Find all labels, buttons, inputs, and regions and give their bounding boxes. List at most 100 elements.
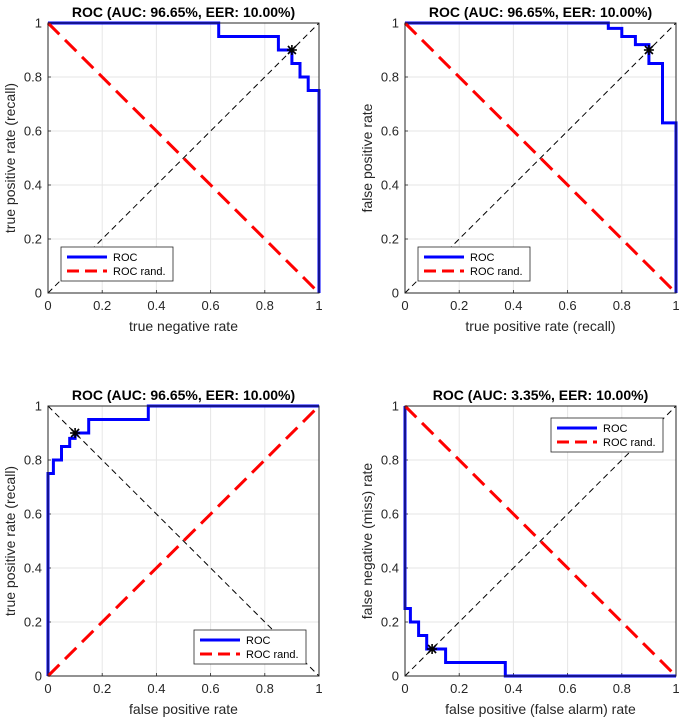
x-tick-label: 1	[672, 298, 679, 313]
y-tick-label: 0.2	[24, 615, 42, 630]
y-tick-label: 0.6	[381, 124, 399, 139]
legend-label: ROC rand.	[470, 266, 523, 278]
x-tick-label: 0.6	[559, 681, 577, 696]
chart-panel-4: 0 0.2 0.4 0.6 0.8 1 0 0.2 0.4 0.6 0.8 1 ROC (AUC: 3.…	[359, 387, 680, 717]
x-tick-label: 0.6	[202, 298, 220, 313]
x-tick-label: 1	[315, 298, 322, 313]
x-axis-label: false positive rate	[129, 701, 238, 717]
y-tick-label: 0	[392, 286, 399, 301]
x-tick-label: 0.8	[256, 681, 274, 696]
y-tick-label: 0.2	[381, 232, 399, 247]
x-tick-label: 0.2	[450, 681, 468, 696]
chart-panel-2: 0 0.2 0.4 0.6 0.8 1 0 0.2 0.4 0.6 0.8 1 ROC (AUC: 96…	[359, 4, 680, 334]
roc-curve-line	[405, 21, 678, 293]
x-tick-label: 1	[672, 681, 679, 696]
y-tick-label: 0.8	[381, 70, 399, 85]
y-tick-label: 0.2	[381, 615, 399, 630]
legend-box	[60, 246, 174, 282]
x-tick-label: 0.8	[256, 298, 274, 313]
y-tick-label: 1	[35, 399, 42, 414]
legend-label: ROC rand.	[603, 437, 656, 449]
y-tick-label: 0.6	[381, 507, 399, 522]
eer-marker-stroke	[70, 428, 80, 438]
x-tick-label: 0	[401, 298, 408, 313]
reference-diagonal-line	[404, 405, 677, 677]
roc-curve-line	[403, 406, 676, 678]
legend-label: ROC rand.	[113, 266, 166, 278]
y-tick-label: 0.6	[24, 507, 42, 522]
y-tick-label: 0.8	[381, 453, 399, 468]
x-tick-label: 0.8	[613, 298, 631, 313]
axes-box	[47, 405, 320, 677]
x-tick-label: 0.4	[504, 298, 522, 313]
y-tick-label: 0.6	[24, 124, 42, 139]
y-axis-label: false negative (miss) rate	[359, 463, 375, 620]
y-tick-label: 0.4	[24, 178, 42, 193]
x-tick-label: 1	[315, 681, 322, 696]
roc-curve-line	[48, 21, 321, 293]
y-axis-label: false positive rate	[359, 103, 375, 212]
chart-title: ROC (AUC: 96.65%, EER: 10.00%)	[72, 387, 295, 403]
y-tick-label: 0.8	[24, 70, 42, 85]
roc-curve-line	[46, 404, 319, 676]
eer-marker-stroke	[427, 644, 437, 654]
x-tick-label: 0.4	[147, 298, 165, 313]
y-tick-label: 1	[392, 399, 399, 414]
y-tick-label: 0	[35, 286, 42, 301]
chart-title: ROC (AUC: 3.35%, EER: 10.00%)	[433, 387, 649, 403]
legend: ROC ROC rand.	[417, 246, 531, 282]
legend-box	[417, 246, 531, 282]
x-tick-label: 0.8	[613, 681, 631, 696]
y-axis-label: true positive rate (recall)	[2, 83, 18, 233]
legend: ROC ROC rand.	[550, 417, 664, 453]
legend-label: ROC	[113, 252, 138, 264]
chart-title: ROC (AUC: 96.65%, EER: 10.00%)	[429, 4, 652, 20]
legend: ROC ROC rand.	[60, 246, 174, 282]
eer-point-marker	[70, 428, 81, 438]
y-axis-label: true positive rate (recall)	[2, 466, 18, 616]
y-tick-label: 1	[35, 16, 42, 31]
roc-random-line	[46, 404, 321, 678]
x-axis-label: true negative rate	[129, 318, 238, 334]
eer-point-marker	[427, 644, 438, 654]
x-tick-label: 0	[44, 298, 51, 313]
y-tick-label: 0.4	[381, 178, 399, 193]
legend-label: ROC	[470, 252, 495, 264]
y-tick-label: 0.8	[24, 453, 42, 468]
legend-box	[550, 417, 664, 453]
legend-label: ROC	[603, 423, 628, 435]
x-tick-label: 0.2	[93, 681, 111, 696]
legend-label: ROC rand.	[246, 649, 299, 661]
eer-marker-stroke	[287, 45, 297, 55]
x-tick-label: 0.6	[202, 681, 220, 696]
roc-random-line	[403, 404, 678, 678]
x-tick-label: 0.2	[93, 298, 111, 313]
x-tick-label: 0	[401, 681, 408, 696]
x-tick-label: 0	[44, 681, 51, 696]
roc-random-line	[403, 21, 678, 295]
roc-random-line	[46, 21, 321, 295]
x-tick-label: 0.4	[147, 681, 165, 696]
axes-box	[47, 22, 320, 294]
y-tick-label: 1	[392, 16, 399, 31]
eer-point-marker	[643, 45, 654, 55]
reference-diagonal-line	[47, 405, 320, 677]
y-tick-label: 0.2	[24, 232, 42, 247]
x-tick-label: 0.2	[450, 298, 468, 313]
x-axis-label: false positive (false alarm) rate	[445, 701, 636, 717]
x-axis-label: true positive rate (recall)	[465, 318, 615, 334]
axes-box	[404, 405, 677, 677]
chart-panel-1: 0 0.2 0.4 0.6 0.8 1 0 0.2 0.4 0.6 0.8 1 ROC (AUC: 96…	[2, 4, 323, 334]
eer-marker-stroke	[644, 45, 654, 55]
axes-box	[404, 22, 677, 294]
eer-point-marker	[286, 45, 297, 55]
chart-panel-3: 0 0.2 0.4 0.6 0.8 1 0 0.2 0.4 0.6 0.8 1 ROC (AUC: 96…	[2, 387, 323, 717]
y-tick-label: 0	[35, 669, 42, 684]
y-tick-label: 0.4	[381, 561, 399, 576]
x-tick-label: 0.4	[504, 681, 522, 696]
legend-box	[193, 629, 307, 665]
chart-title: ROC (AUC: 96.65%, EER: 10.00%)	[72, 4, 295, 20]
y-tick-label: 0	[392, 669, 399, 684]
y-tick-label: 0.4	[24, 561, 42, 576]
